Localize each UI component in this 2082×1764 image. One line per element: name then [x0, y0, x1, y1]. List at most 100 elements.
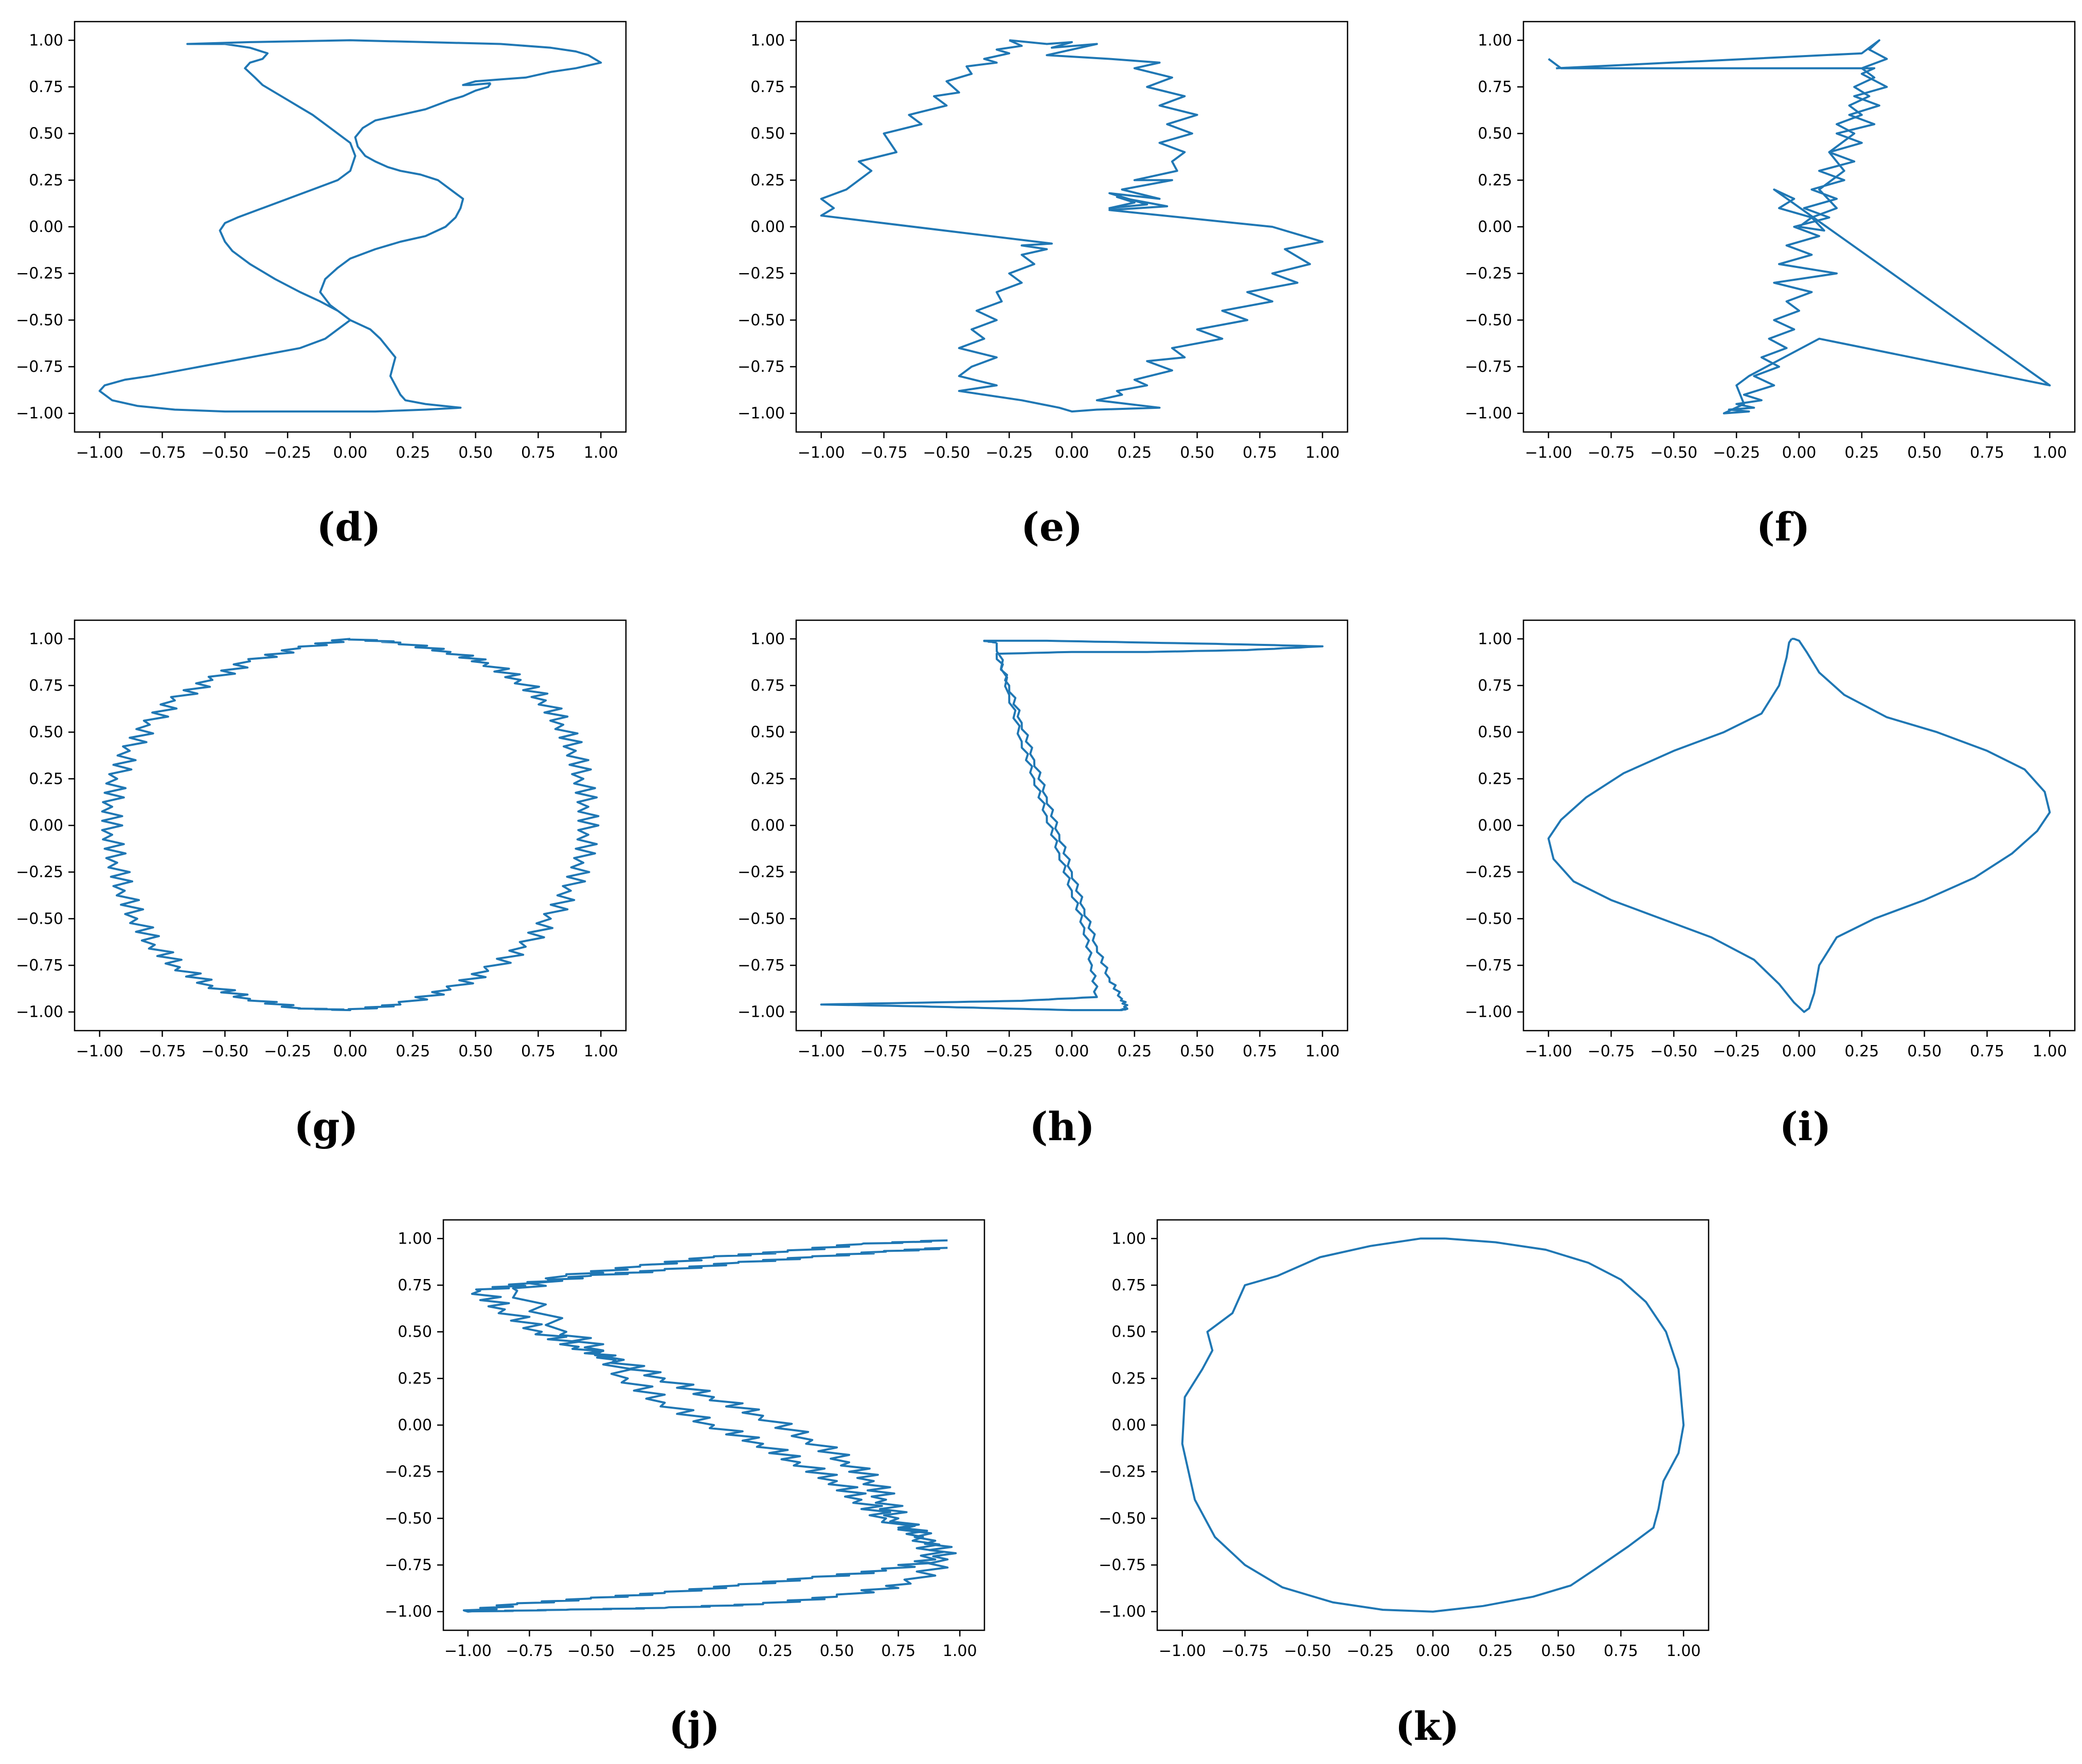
series-line-j: [462, 1239, 957, 1613]
y-tick-label-i: −0.75: [1465, 957, 1512, 975]
y-tick-label-d: −0.75: [16, 358, 63, 376]
y-tick-label-d: −0.50: [16, 311, 63, 329]
x-tick-label-i: 1.00: [2033, 1042, 2067, 1060]
x-tick-label-j: −0.75: [506, 1642, 553, 1660]
x-tick-label-d: 0.00: [333, 444, 368, 462]
x-tick-label-f: −0.25: [1713, 444, 1760, 462]
y-tick-label-g: 0.75: [29, 677, 63, 695]
x-tick-label-e: 0.00: [1055, 444, 1089, 462]
y-tick-label-f: 0.00: [1478, 218, 1512, 236]
y-tick-label-i: 0.25: [1478, 770, 1512, 788]
x-tick-label-e: 0.50: [1180, 444, 1214, 462]
y-tick-label-f: −0.50: [1465, 311, 1512, 329]
x-tick-label-i: 0.75: [1970, 1042, 2004, 1060]
y-tick-label-i: −1.00: [1465, 1003, 1512, 1021]
panel-j: −1.00 −1.00 −0.75 −0.75 −0.50 −0.50 −0.25 −0.25…: [385, 1219, 985, 1660]
y-tick-label-h: −0.25: [738, 863, 785, 881]
axes-frame-k: [1156, 1219, 1710, 1631]
series-line-e: [820, 39, 1324, 413]
y-tick-label-i: 0.00: [1478, 817, 1512, 835]
x-tick-label-d: 0.25: [396, 444, 430, 462]
y-tick-label-j: 0.50: [398, 1323, 432, 1341]
series-line-k: [1181, 1237, 1685, 1613]
x-tick-label-f: 0.50: [1907, 444, 1942, 462]
x-tick-label-i: 0.25: [1844, 1042, 1879, 1060]
x-tick-label-e: 0.25: [1117, 444, 1152, 462]
y-tick-label-j: −0.75: [385, 1556, 432, 1574]
x-tick-label-j: 1.00: [943, 1642, 977, 1660]
x-tick-label-j: 0.50: [820, 1642, 854, 1660]
caption-f: (f): [1756, 504, 1810, 550]
x-tick-label-f: −0.50: [1650, 444, 1697, 462]
series-line-h: [820, 639, 1324, 1012]
y-tick-label-e: −0.75: [738, 358, 785, 376]
y-tick-label-f: 0.75: [1478, 78, 1512, 96]
y-tick-label-k: −0.25: [1099, 1463, 1146, 1481]
y-tick-label-j: 0.25: [398, 1370, 432, 1388]
y-tick-label-h: 0.25: [750, 770, 785, 788]
panel-f: −1.00 −1.00 −0.75 −0.75 −0.50 −0.50 −0.25 −0.25…: [1465, 21, 2076, 462]
y-tick-label-d: 0.00: [29, 218, 63, 236]
axes-frame-g: [74, 619, 627, 1032]
y-tick-label-g: 0.00: [29, 817, 63, 835]
caption-i: (i): [1779, 1104, 1832, 1149]
x-tick-label-g: 0.50: [458, 1042, 493, 1060]
series-line-d: [98, 39, 602, 413]
x-tick-label-f: 0.25: [1844, 444, 1879, 462]
y-tick-label-h: −0.75: [738, 957, 785, 975]
caption-g: (g): [294, 1104, 358, 1149]
x-tick-label-h: −0.25: [985, 1042, 1033, 1060]
x-tick-label-j: 0.75: [881, 1642, 916, 1660]
y-tick-label-k: 1.00: [1111, 1230, 1146, 1248]
x-tick-label-f: 1.00: [2033, 444, 2067, 462]
y-tick-label-d: −1.00: [16, 405, 63, 423]
x-tick-label-k: 0.75: [1604, 1642, 1638, 1660]
y-tick-label-d: 0.75: [29, 78, 63, 96]
y-tick-label-h: 1.00: [750, 630, 785, 648]
y-tick-label-i: 0.50: [1478, 724, 1512, 742]
x-tick-label-j: 0.00: [697, 1642, 731, 1660]
series-line-f: [1548, 39, 2051, 415]
x-tick-label-h: 0.75: [1243, 1042, 1277, 1060]
caption-e: (e): [1020, 504, 1083, 550]
y-tick-label-i: 1.00: [1478, 630, 1512, 648]
x-tick-label-d: 0.75: [521, 444, 555, 462]
y-tick-label-h: −0.50: [738, 910, 785, 928]
y-tick-label-e: 0.75: [750, 78, 785, 96]
panel-k: −1.00 −1.00 −0.75 −0.75 −0.50 −0.50 −0.25 −0.25…: [1099, 1219, 1710, 1660]
y-tick-label-k: 0.00: [1111, 1416, 1146, 1434]
y-tick-label-i: −0.50: [1465, 910, 1512, 928]
panel-g: −1.00 −1.00 −0.75 −0.75 −0.50 −0.50 −0.25 −0.25…: [16, 619, 627, 1060]
x-tick-label-i: −1.00: [1525, 1042, 1572, 1060]
y-tick-label-j: 1.00: [398, 1230, 432, 1248]
axes-frame-i: [1522, 619, 2076, 1032]
panel-e: −1.00 −1.00 −0.75 −0.75 −0.50 −0.50 −0.25 −0.25…: [738, 21, 1349, 462]
x-tick-label-e: −0.75: [860, 444, 908, 462]
x-tick-label-j: −0.25: [629, 1642, 676, 1660]
y-tick-label-e: −0.25: [738, 265, 785, 283]
y-tick-label-e: 0.00: [750, 218, 785, 236]
x-tick-label-h: −0.50: [923, 1042, 970, 1060]
x-tick-label-i: 0.00: [1782, 1042, 1817, 1060]
x-tick-label-k: −1.00: [1159, 1642, 1206, 1660]
x-tick-label-h: 0.00: [1055, 1042, 1089, 1060]
y-tick-label-j: −1.00: [385, 1603, 432, 1621]
x-tick-label-k: 0.25: [1478, 1642, 1513, 1660]
y-tick-label-d: 0.25: [29, 171, 63, 189]
caption-h: (h): [1029, 1104, 1095, 1149]
x-tick-label-i: −0.75: [1588, 1042, 1635, 1060]
y-tick-label-g: −1.00: [16, 1003, 63, 1021]
x-tick-label-k: −0.50: [1284, 1642, 1331, 1660]
y-tick-label-k: 0.75: [1111, 1276, 1146, 1294]
y-tick-label-e: −1.00: [738, 405, 785, 423]
y-tick-label-f: 0.50: [1478, 125, 1512, 143]
y-tick-label-g: −0.50: [16, 910, 63, 928]
y-tick-label-f: 1.00: [1478, 31, 1512, 49]
panel-h: −1.00 −1.00 −0.75 −0.75 −0.50 −0.50 −0.25 −0.25…: [738, 619, 1349, 1060]
y-tick-label-d: 0.50: [29, 125, 63, 143]
x-tick-label-f: −1.00: [1525, 444, 1572, 462]
axes-frame-d: [74, 21, 627, 433]
x-tick-label-e: −0.25: [985, 444, 1033, 462]
panel-d: −1.00 −1.00 −0.75 −0.75 −0.50 −0.50 −0.25 −0.25…: [16, 21, 627, 462]
